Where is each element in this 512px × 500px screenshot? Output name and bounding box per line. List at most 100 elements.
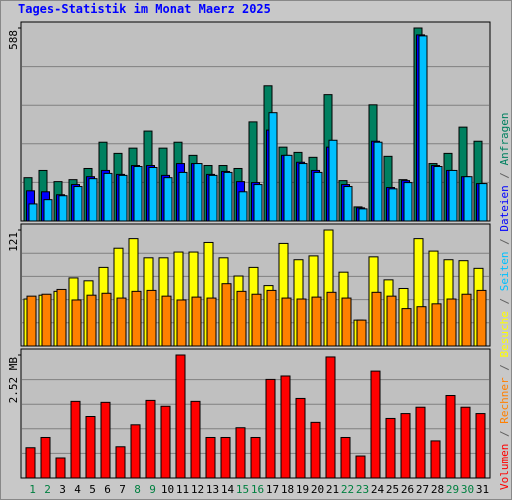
bar (388, 188, 398, 222)
x-tick-label: 15 (236, 483, 249, 496)
x-tick-label: 19 (296, 483, 309, 496)
bar (460, 406, 471, 479)
bar (478, 183, 488, 222)
legend-separator: / (498, 165, 511, 185)
x-tick-label: 14 (221, 483, 235, 496)
x-tick-label: 5 (89, 483, 96, 496)
x-tick-label: 21 (326, 483, 339, 496)
x-tick-label: 11 (176, 483, 189, 496)
bar (430, 440, 441, 479)
bar (221, 283, 232, 347)
bar (400, 413, 411, 479)
legend-separator: / (498, 358, 511, 378)
bar (116, 297, 127, 347)
bar (223, 171, 233, 222)
bar (131, 290, 142, 347)
bar (71, 299, 82, 347)
bar (373, 141, 383, 222)
bar (176, 299, 187, 347)
bar (190, 400, 201, 479)
x-tick-label: 27 (416, 483, 429, 496)
bar (445, 395, 456, 479)
bar (448, 169, 458, 222)
x-tick-label: 2 (44, 483, 51, 496)
bar (175, 354, 186, 479)
bar (43, 199, 53, 222)
x-tick-label: 23 (356, 483, 369, 496)
bar (55, 457, 66, 479)
x-tick-label: 29 (446, 483, 459, 496)
legend-separator: / (498, 424, 511, 444)
bar (265, 378, 276, 479)
bar (103, 172, 113, 222)
bar (281, 297, 292, 347)
bar (220, 436, 231, 479)
bar (25, 447, 36, 479)
bar (268, 112, 278, 222)
x-tick-label: 17 (266, 483, 279, 496)
bar (326, 291, 337, 347)
x-tick-label: 26 (401, 483, 414, 496)
bar (310, 421, 321, 479)
bar (355, 455, 366, 479)
bar (163, 177, 173, 222)
bar (280, 375, 291, 479)
bar (118, 174, 128, 222)
bar (86, 294, 97, 347)
y-tick-label: 2.52 MB (7, 357, 20, 404)
bar (313, 171, 323, 222)
x-tick-label: 24 (371, 483, 385, 496)
bar (250, 436, 261, 479)
x-tick-label: 31 (476, 483, 489, 496)
bar (403, 182, 413, 222)
bar (160, 405, 171, 479)
bar (133, 166, 143, 222)
bar (70, 400, 81, 479)
bar (385, 417, 396, 479)
bar (101, 292, 112, 347)
bar (476, 289, 487, 347)
bar (343, 186, 353, 222)
bar (401, 308, 412, 347)
bar (193, 163, 203, 222)
bar (236, 290, 247, 347)
y-tick-label: 121 (7, 232, 20, 252)
bar (85, 416, 96, 479)
x-tick-label: 12 (191, 483, 204, 496)
bar (311, 296, 322, 347)
legend-entry: Anfragen (498, 112, 511, 165)
bar (238, 191, 248, 222)
bar (475, 413, 486, 479)
x-tick-label: 7 (119, 483, 126, 496)
bar (191, 296, 202, 347)
x-tick-label: 30 (461, 483, 474, 496)
bar (205, 436, 216, 479)
legend-entry: Volumen (498, 444, 511, 490)
bar (446, 298, 457, 347)
x-tick-label: 13 (206, 483, 219, 496)
bar (235, 427, 246, 479)
x-tick-label: 1 (29, 483, 36, 496)
x-tick-label: 25 (386, 483, 399, 496)
bar (73, 186, 83, 222)
x-tick-label: 8 (134, 483, 141, 496)
bar (146, 289, 157, 347)
bar (295, 397, 306, 479)
bar (130, 424, 141, 479)
legend-separator: / (498, 291, 511, 311)
legend-entry: Dateien (498, 185, 511, 231)
bar (28, 203, 38, 222)
bar (463, 176, 473, 222)
bar (283, 154, 293, 222)
bar (115, 446, 126, 479)
x-tick-label: 22 (341, 483, 354, 496)
bar (386, 295, 397, 347)
x-tick-label: 6 (104, 483, 111, 496)
bar (341, 297, 352, 347)
x-tick-label: 9 (149, 483, 156, 496)
x-tick-label: 28 (431, 483, 444, 496)
x-tick-label: 16 (251, 483, 264, 496)
bar (370, 370, 381, 479)
bar (358, 208, 368, 222)
legend-separator: / (498, 232, 511, 252)
